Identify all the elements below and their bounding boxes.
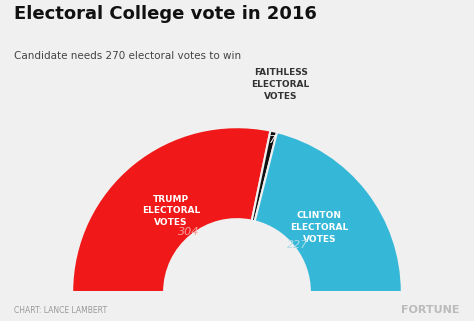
Text: CLINTON
ELECTORAL
VOTES: CLINTON ELECTORAL VOTES [291,211,348,244]
Wedge shape [72,127,271,292]
Text: Candidate needs 270 electoral votes to win: Candidate needs 270 electoral votes to w… [14,51,241,61]
Text: FORTUNE: FORTUNE [401,305,460,315]
Text: 227: 227 [287,240,308,250]
Wedge shape [255,132,402,292]
Text: 7: 7 [269,135,276,145]
Text: TRUMP
ELECTORAL
VOTES: TRUMP ELECTORAL VOTES [142,195,200,227]
Text: FAITHLESS
ELECTORAL
VOTES: FAITHLESS ELECTORAL VOTES [252,68,310,101]
Text: 304: 304 [178,228,199,238]
Text: Electoral College vote in 2016: Electoral College vote in 2016 [14,5,317,23]
Text: CHART: LANCE LAMBERT: CHART: LANCE LAMBERT [14,306,107,315]
Wedge shape [252,131,277,221]
